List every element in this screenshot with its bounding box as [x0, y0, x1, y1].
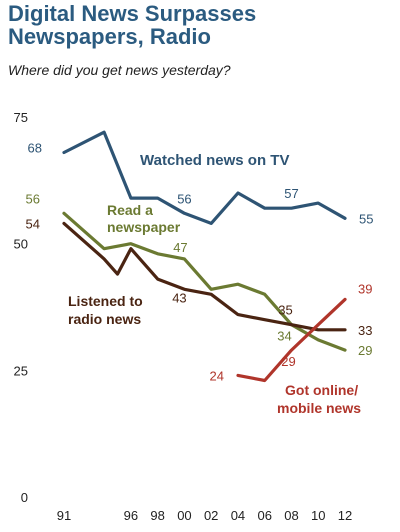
data-label: 35: [278, 303, 292, 318]
x-tick-label: 08: [284, 508, 298, 523]
series-label-radio-line2: radio news: [68, 311, 141, 327]
y-tick-label: 50: [14, 237, 28, 252]
series-label-online-line1: Got online/: [285, 382, 358, 398]
series-lines: [62, 130, 347, 383]
data-labels: 68 56 57 55 56 47 34 29 54 43 35 33 24 29 39: [26, 140, 374, 383]
y-tick-label: 75: [14, 110, 28, 125]
data-label: 34: [277, 329, 291, 344]
data-label: 43: [172, 290, 186, 305]
y-tick-label: 0: [21, 490, 28, 505]
chart-title: Digital News Surpasses Newspapers, Radio: [8, 1, 257, 49]
data-label: 54: [26, 216, 40, 231]
series-label-paper-line2: newspaper: [107, 219, 181, 235]
y-axis: 0 25 50 75: [14, 110, 28, 505]
x-tick-label: 06: [257, 508, 271, 523]
data-label: 39: [358, 281, 372, 296]
x-tick-label: 02: [204, 508, 218, 523]
data-label: 24: [209, 368, 223, 383]
data-label: 55: [359, 211, 373, 226]
x-tick-label: 96: [124, 508, 138, 523]
x-tick-label: 00: [177, 508, 191, 523]
data-label: 29: [358, 343, 372, 358]
series-line-listened-to-radio-news: [62, 221, 347, 332]
series-label-radio-line1: Listened to: [68, 293, 143, 309]
y-tick-label: 25: [14, 363, 28, 378]
x-tick-label: 91: [57, 508, 71, 523]
series-line-read-a-newspaper: [62, 211, 347, 352]
x-tick-label: 12: [338, 508, 352, 523]
series-label-online-line2: mobile news: [277, 400, 361, 416]
data-label: 29: [281, 354, 295, 369]
data-label: 57: [284, 186, 298, 201]
x-tick-label: 98: [150, 508, 164, 523]
x-axis: 91 96 98 00 02 04 06 08 10 12: [57, 508, 352, 523]
data-label: 56: [177, 191, 191, 206]
data-label: 33: [358, 323, 372, 338]
x-tick-label: 04: [231, 508, 245, 523]
x-tick-label: 10: [311, 508, 325, 523]
series-label-paper-line1: Read a: [107, 202, 153, 218]
data-label: 68: [28, 140, 42, 155]
series-line-watched-news-on-tv: [62, 130, 347, 225]
data-label: 56: [26, 191, 40, 206]
chart-subtitle: Where did you get news yesterday?: [8, 62, 231, 78]
series-line-got-online-mobile-news: [236, 297, 347, 383]
data-label: 47: [173, 240, 187, 255]
series-label-tv: Watched news on TV: [140, 152, 289, 169]
